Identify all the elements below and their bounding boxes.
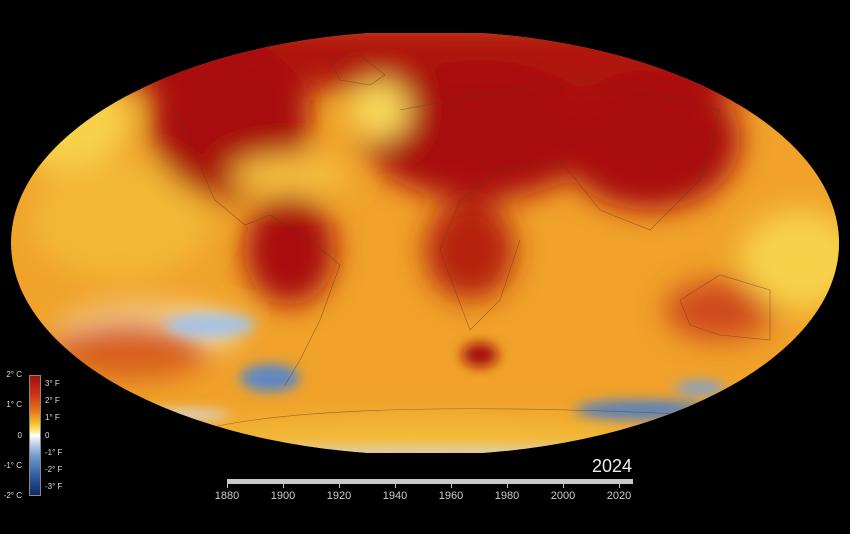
legend-fahrenheit-label: -2° F (45, 465, 63, 474)
legend-fahrenheit-label: 3° F (45, 379, 60, 388)
legend-fahrenheit-label: 1° F (45, 413, 60, 422)
timeline-tick (339, 484, 340, 488)
timeline-tick (563, 484, 564, 488)
timeline-year-label: 1980 (494, 490, 520, 502)
timeline-year-label: 1960 (438, 490, 464, 502)
current-year-label: 2024 (591, 456, 632, 476)
timeline-tick (619, 484, 620, 488)
timeline-year-label: 2000 (550, 490, 576, 502)
legend-fahrenheit-label: -1° F (45, 448, 63, 457)
timeline-tick (395, 484, 396, 488)
legend-celsius-label: 1° C (6, 400, 22, 409)
timeline-tick (283, 484, 284, 488)
legend-color-scale (29, 375, 41, 496)
timeline-year-label: 1920 (326, 490, 352, 502)
timeline-tick (507, 484, 508, 488)
country-borders (164, 54, 771, 431)
timeline-progress-bar[interactable] (227, 479, 634, 484)
legend-fahrenheit-label: 2° F (45, 396, 60, 405)
timeline-year-label: 1940 (382, 490, 408, 502)
timeline-year-label: 1900 (270, 490, 296, 502)
timeline-tick (227, 484, 228, 488)
timeline-year-label: 2020 (606, 490, 632, 502)
legend-celsius-label: -1° C (3, 461, 22, 470)
timeline-year-label: 1880 (214, 490, 240, 502)
legend-celsius-label: 0 (17, 431, 22, 440)
legend-celsius-label: -2° C (3, 491, 22, 500)
legend-fahrenheit-label: -3° F (45, 482, 63, 491)
timeline-tick (451, 484, 452, 488)
legend-celsius-label: 2° C (6, 370, 22, 379)
legend-fahrenheit-label: 0 (45, 431, 50, 440)
